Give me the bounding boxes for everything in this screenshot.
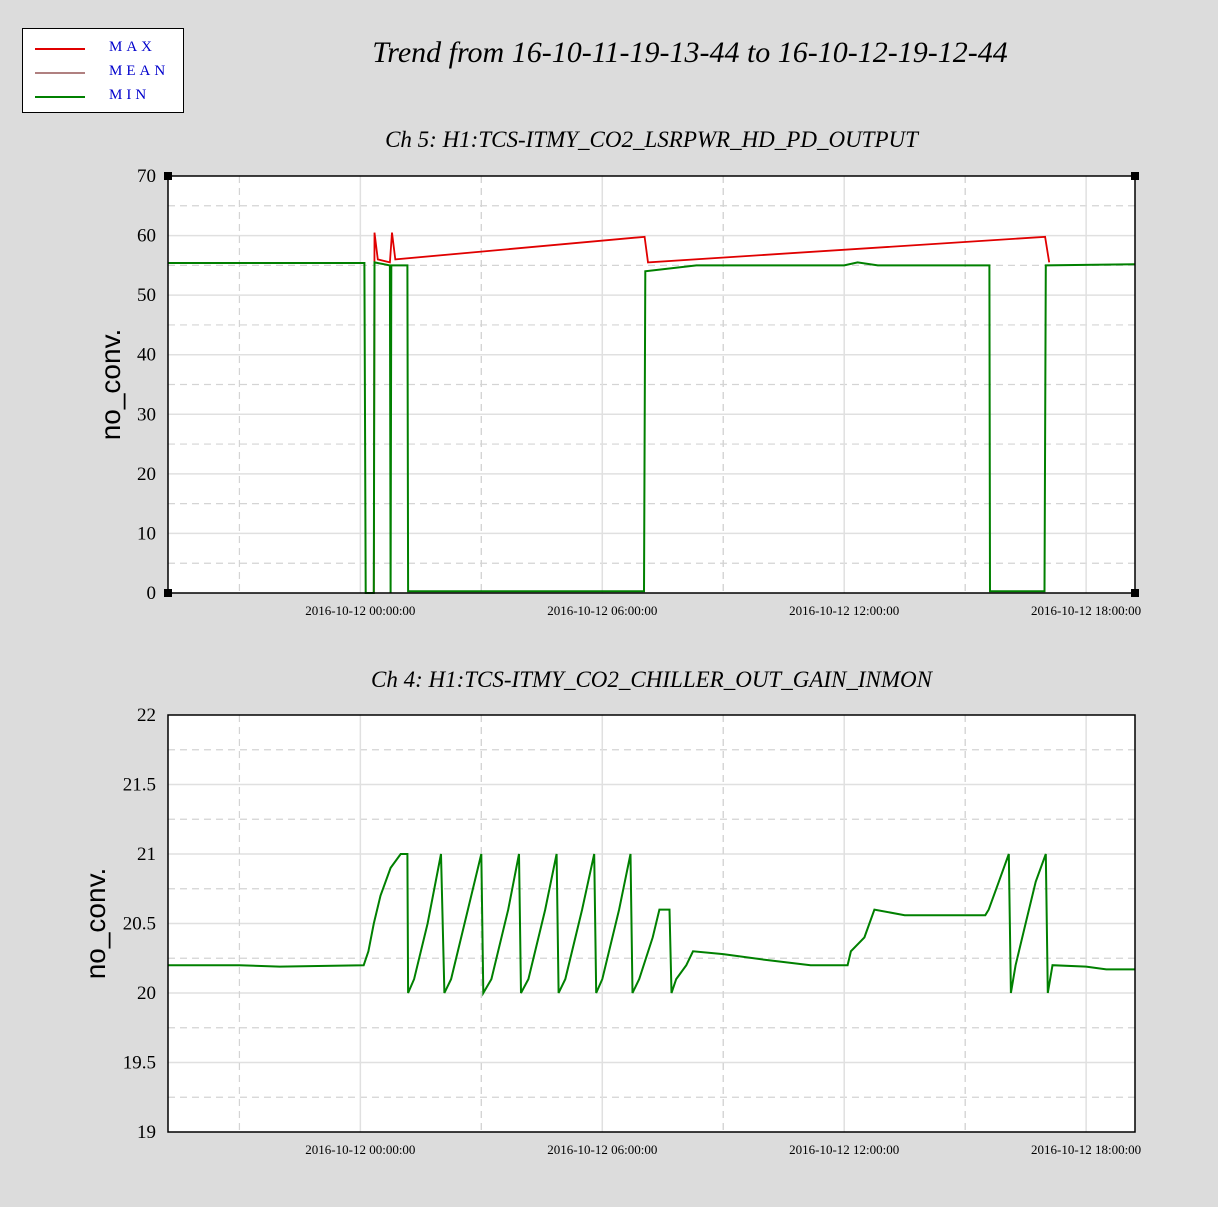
x-tick-label: 2016-10-12 06:00:00 — [547, 1142, 657, 1157]
page-title: Trend from 16-10-11-19-13-44 to 16-10-12… — [372, 36, 1008, 69]
legend-label-max: MAX — [109, 39, 157, 55]
y-tick-label: 21.5 — [123, 775, 156, 796]
corner-handle — [1131, 589, 1139, 597]
plot-border — [167, 175, 1136, 594]
x-tick-label: 2016-10-12 06:00:00 — [547, 603, 657, 618]
y-tick-label: 40 — [137, 345, 156, 366]
x-tick-label: 2016-10-12 18:00:00 — [1031, 1142, 1141, 1157]
series-line-min — [168, 853, 1135, 997]
y-tick-label: 21 — [137, 844, 156, 865]
corner-handle — [164, 589, 172, 597]
y-tick-label: 50 — [137, 285, 156, 306]
legend-swatch-mean — [35, 72, 85, 74]
chart-title: Ch 4: H1:TCS-ITMY_CO2_CHILLER_OUT_GAIN_I… — [371, 667, 934, 692]
chart-2: 19 19.5 20 20.5 21 21.5 22 2016-10-12 00:00:00 2… — [80, 667, 1141, 1157]
legend-swatch-min — [35, 96, 85, 98]
y-tick-label: 20 — [137, 464, 156, 485]
x-tick-label: 2016-10-12 18:00:00 — [1031, 603, 1141, 618]
y-tick-label: 10 — [137, 523, 156, 544]
y-axis-label: no_conv. — [95, 329, 126, 441]
legend-swatch-max — [35, 48, 85, 50]
legend: MAX MEAN MIN — [22, 28, 184, 113]
legend-item-max: MAX — [35, 39, 180, 59]
y-tick-label: 30 — [137, 404, 156, 425]
y-tick-label: 20.5 — [123, 914, 156, 935]
y-tick-label: 22 — [137, 705, 156, 726]
legend-label-min: MIN — [109, 87, 151, 103]
y-axis-label: no_conv. — [80, 868, 111, 980]
y-tick-label: 60 — [137, 226, 156, 247]
x-tick-label: 2016-10-12 12:00:00 — [789, 1142, 899, 1157]
chart-title: Ch 5: H1:TCS-ITMY_CO2_LSRPWR_HD_PD_OUTPU… — [385, 127, 920, 152]
y-tick-label: 19.5 — [123, 1053, 156, 1074]
series-line-min — [168, 261, 1136, 594]
legend-item-mean: MEAN — [35, 63, 180, 83]
legend-item-min: MIN — [35, 87, 180, 107]
x-tick-label: 2016-10-12 00:00:00 — [305, 1142, 415, 1157]
x-tick-label: 2016-10-12 00:00:00 — [305, 603, 415, 618]
y-tick-label: 70 — [137, 166, 156, 187]
y-tick-label: 19 — [137, 1122, 156, 1143]
corner-handle — [164, 172, 172, 180]
y-tick-label: 20 — [137, 983, 156, 1004]
corner-handle — [1131, 172, 1139, 180]
chart-1: 0 10 20 30 40 50 60 70 2016-10-12 00:00:00 2016-1… — [95, 127, 1141, 618]
y-tick-label: 0 — [147, 583, 157, 604]
plot-border — [167, 714, 1136, 1133]
legend-label-mean: MEAN — [109, 63, 170, 79]
x-tick-label: 2016-10-12 12:00:00 — [789, 603, 899, 618]
series-line-max — [372, 232, 1051, 594]
